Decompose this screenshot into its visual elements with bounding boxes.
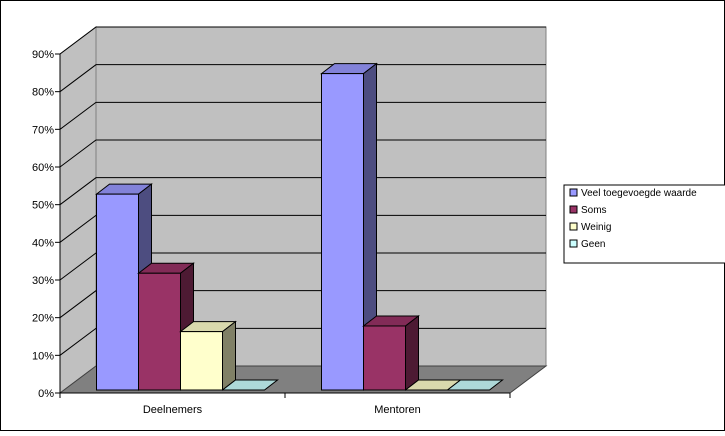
- legend-label: Veel toegevoegde waarde: [581, 188, 697, 199]
- bar-front: [180, 331, 223, 391]
- bar: [362, 314, 420, 392]
- bar: [320, 62, 378, 392]
- bar-front: [363, 325, 406, 391]
- legend-label: Weinig: [581, 222, 611, 233]
- legend-swatch: [569, 188, 578, 197]
- legend-label: Soms: [581, 205, 607, 216]
- bars: [95, 62, 504, 392]
- bar: [221, 379, 279, 391]
- gridline: [59, 64, 546, 93]
- x-axis: Deelnemers Mentoren: [59, 392, 511, 416]
- x-tick-label: Deelnemers: [143, 404, 203, 416]
- y-axis: 0% 10% 20% 30% 40% 50% 60% 70% 80% 90%: [32, 49, 61, 400]
- legend-swatch: [569, 205, 578, 214]
- y-tick-label: 70%: [32, 124, 54, 136]
- y-tick-label: 20%: [32, 313, 54, 325]
- y-tick-label: 10%: [32, 350, 54, 362]
- bar: [446, 379, 504, 391]
- legend-swatch: [569, 222, 578, 231]
- side-wall: [59, 26, 97, 394]
- y-tick-label: 50%: [32, 200, 54, 212]
- y-tick-label: 0%: [38, 388, 54, 400]
- bar-side: [222, 320, 236, 392]
- legend-swatch: [569, 239, 578, 248]
- legend-label: Geen: [581, 239, 605, 250]
- x-tick-label: Mentoren: [374, 404, 420, 416]
- gridline: [59, 139, 546, 168]
- bar-front: [138, 272, 181, 391]
- bar-top: [446, 379, 504, 391]
- y-tick-label: 90%: [32, 49, 54, 61]
- gridline: [59, 26, 546, 55]
- bar-front: [321, 73, 364, 391]
- y-tick-label: 80%: [32, 87, 54, 99]
- y-tick-label: 30%: [32, 275, 54, 287]
- bar-top: [221, 379, 279, 391]
- gridline: [59, 101, 546, 130]
- bar-side: [405, 314, 419, 392]
- gridline: [59, 177, 546, 206]
- bar: [179, 320, 237, 392]
- legend: Veel toegevoegde waarde Soms Weinig Geen: [563, 184, 725, 264]
- y-tick-label: 60%: [32, 162, 54, 174]
- legend-box: [563, 184, 725, 264]
- y-tick-label: 40%: [32, 237, 54, 249]
- bar-front: [96, 193, 139, 391]
